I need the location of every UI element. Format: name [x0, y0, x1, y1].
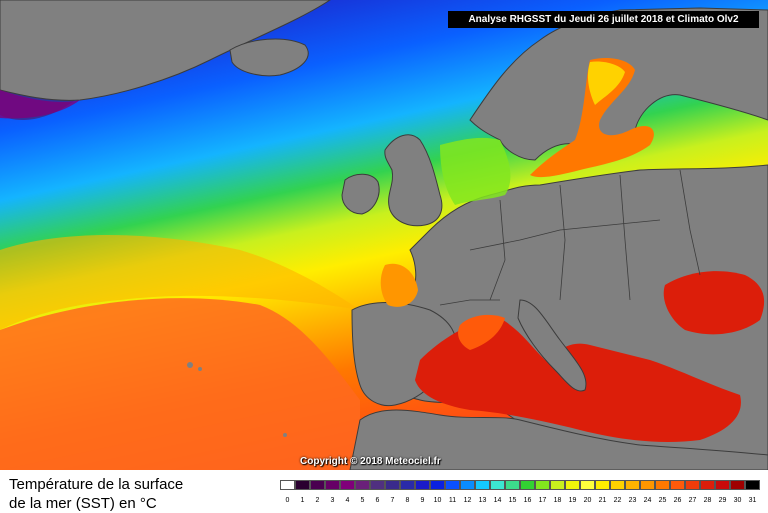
scale-tick-label: 8: [405, 497, 410, 504]
scale-swatch: [490, 480, 505, 490]
north-sea: [440, 137, 511, 205]
scale-swatch: [325, 480, 340, 490]
scale-tick-label: 25: [658, 497, 667, 504]
scale-swatch: [340, 480, 355, 490]
scale-tick-label: 30: [733, 497, 742, 504]
scale-tick-label: 6: [375, 497, 380, 504]
scale-swatch: [475, 480, 490, 490]
scale-tick-label: 16: [523, 497, 532, 504]
map-title: Analyse RHGSST du Jeudi 26 juillet 2018 …: [448, 11, 759, 28]
scale-swatch: [655, 480, 670, 490]
greenland-land: [0, 0, 331, 101]
island-marker: [187, 362, 193, 368]
scale-tick-label: 19: [568, 497, 577, 504]
scale-swatch: [520, 480, 535, 490]
scale-swatch: [745, 480, 760, 490]
scale-swatch: [640, 480, 655, 490]
copyright-text: Copyright © 2018 Meteociel.fr: [300, 456, 441, 467]
scale-swatch: [730, 480, 745, 490]
scale-swatch: [580, 480, 595, 490]
scale-tick-label: 15: [508, 497, 517, 504]
scale-swatch: [370, 480, 385, 490]
bay-of-biscay: [380, 263, 418, 307]
scale-tick-label: 0: [285, 497, 290, 504]
scale-swatch: [295, 480, 310, 490]
scale-tick-label: 29: [718, 497, 727, 504]
scale-tick-label: 28: [703, 497, 712, 504]
legend-title: Température de la surface de la mer (SST…: [9, 475, 183, 513]
scale-swatch: [400, 480, 415, 490]
color-scale: [280, 480, 760, 490]
scale-swatch: [550, 480, 565, 490]
great-britain-land: [384, 134, 443, 227]
scale-tick-label: 27: [688, 497, 697, 504]
scale-tick-label: 22: [613, 497, 622, 504]
scale-tick-label: 1: [300, 497, 305, 504]
gulf-of-bothnia: [587, 61, 625, 105]
gulf-of-lion: [458, 314, 505, 350]
scale-tick-label: 20: [583, 497, 592, 504]
scale-swatch: [385, 480, 400, 490]
scale-tick-label: 14: [493, 497, 502, 504]
island-marker: [283, 433, 287, 437]
black-sea: [663, 271, 765, 335]
scale-swatch: [355, 480, 370, 490]
scale-tick-label: 10: [433, 497, 442, 504]
scale-swatch: [685, 480, 700, 490]
map-canvas: [0, 0, 768, 470]
scale-swatch: [460, 480, 475, 490]
legend-title-line-1: Température de la surface: [9, 476, 184, 493]
island-marker: [198, 367, 202, 371]
ireland-land: [341, 173, 380, 215]
scale-tick-label: 11: [448, 497, 457, 504]
scale-swatch: [430, 480, 445, 490]
scale-tick-label: 18: [553, 497, 562, 504]
scale-tick-label: 23: [628, 497, 637, 504]
iceland-land: [229, 38, 309, 77]
legend-footer: Température de la surface de la mer (SST…: [0, 470, 768, 512]
scale-swatch: [625, 480, 640, 490]
scale-tick-label: 5: [360, 497, 365, 504]
scale-swatch: [280, 480, 295, 490]
scale-tick-label: 4: [345, 497, 350, 504]
scale-tick-label: 7: [390, 497, 395, 504]
scale-swatch: [610, 480, 625, 490]
color-scale-labels: 0 1 2 3 4 5 6 7 8 9 10 11 12 13 14 15 16 17 18 19 20 21 22 23 24…: [280, 496, 760, 505]
scale-swatch: [700, 480, 715, 490]
greenland-cold-coast: [0, 90, 80, 119]
italy-land: [517, 299, 587, 392]
scale-tick-label: 26: [673, 497, 682, 504]
scale-tick-label: 31: [748, 497, 757, 504]
baltic-sea: [530, 58, 654, 178]
mid-ocean-zone: [0, 235, 360, 330]
scale-tick-label: 24: [643, 497, 652, 504]
scale-tick-label: 13: [478, 497, 487, 504]
scale-tick-label: 17: [538, 497, 547, 504]
scale-swatch: [565, 480, 580, 490]
sst-map: [0, 0, 768, 470]
scale-tick-label: 3: [330, 497, 335, 504]
scale-tick-label: 21: [598, 497, 607, 504]
scale-swatch: [595, 480, 610, 490]
scale-swatch: [535, 480, 550, 490]
warm-ocean-zone: [0, 298, 360, 470]
scale-swatch: [715, 480, 730, 490]
north-africa-land: [349, 409, 768, 470]
scale-swatch: [670, 480, 685, 490]
scale-tick-label: 9: [420, 497, 425, 504]
scale-tick-label: 12: [463, 497, 472, 504]
scale-swatch: [505, 480, 520, 490]
country-borders: [439, 169, 701, 306]
scale-tick-label: 2: [315, 497, 320, 504]
scale-swatch: [415, 480, 430, 490]
legend-title-line-2: de la mer (SST) en °C: [9, 495, 157, 512]
scale-swatch: [445, 480, 460, 490]
scale-swatch: [310, 480, 325, 490]
